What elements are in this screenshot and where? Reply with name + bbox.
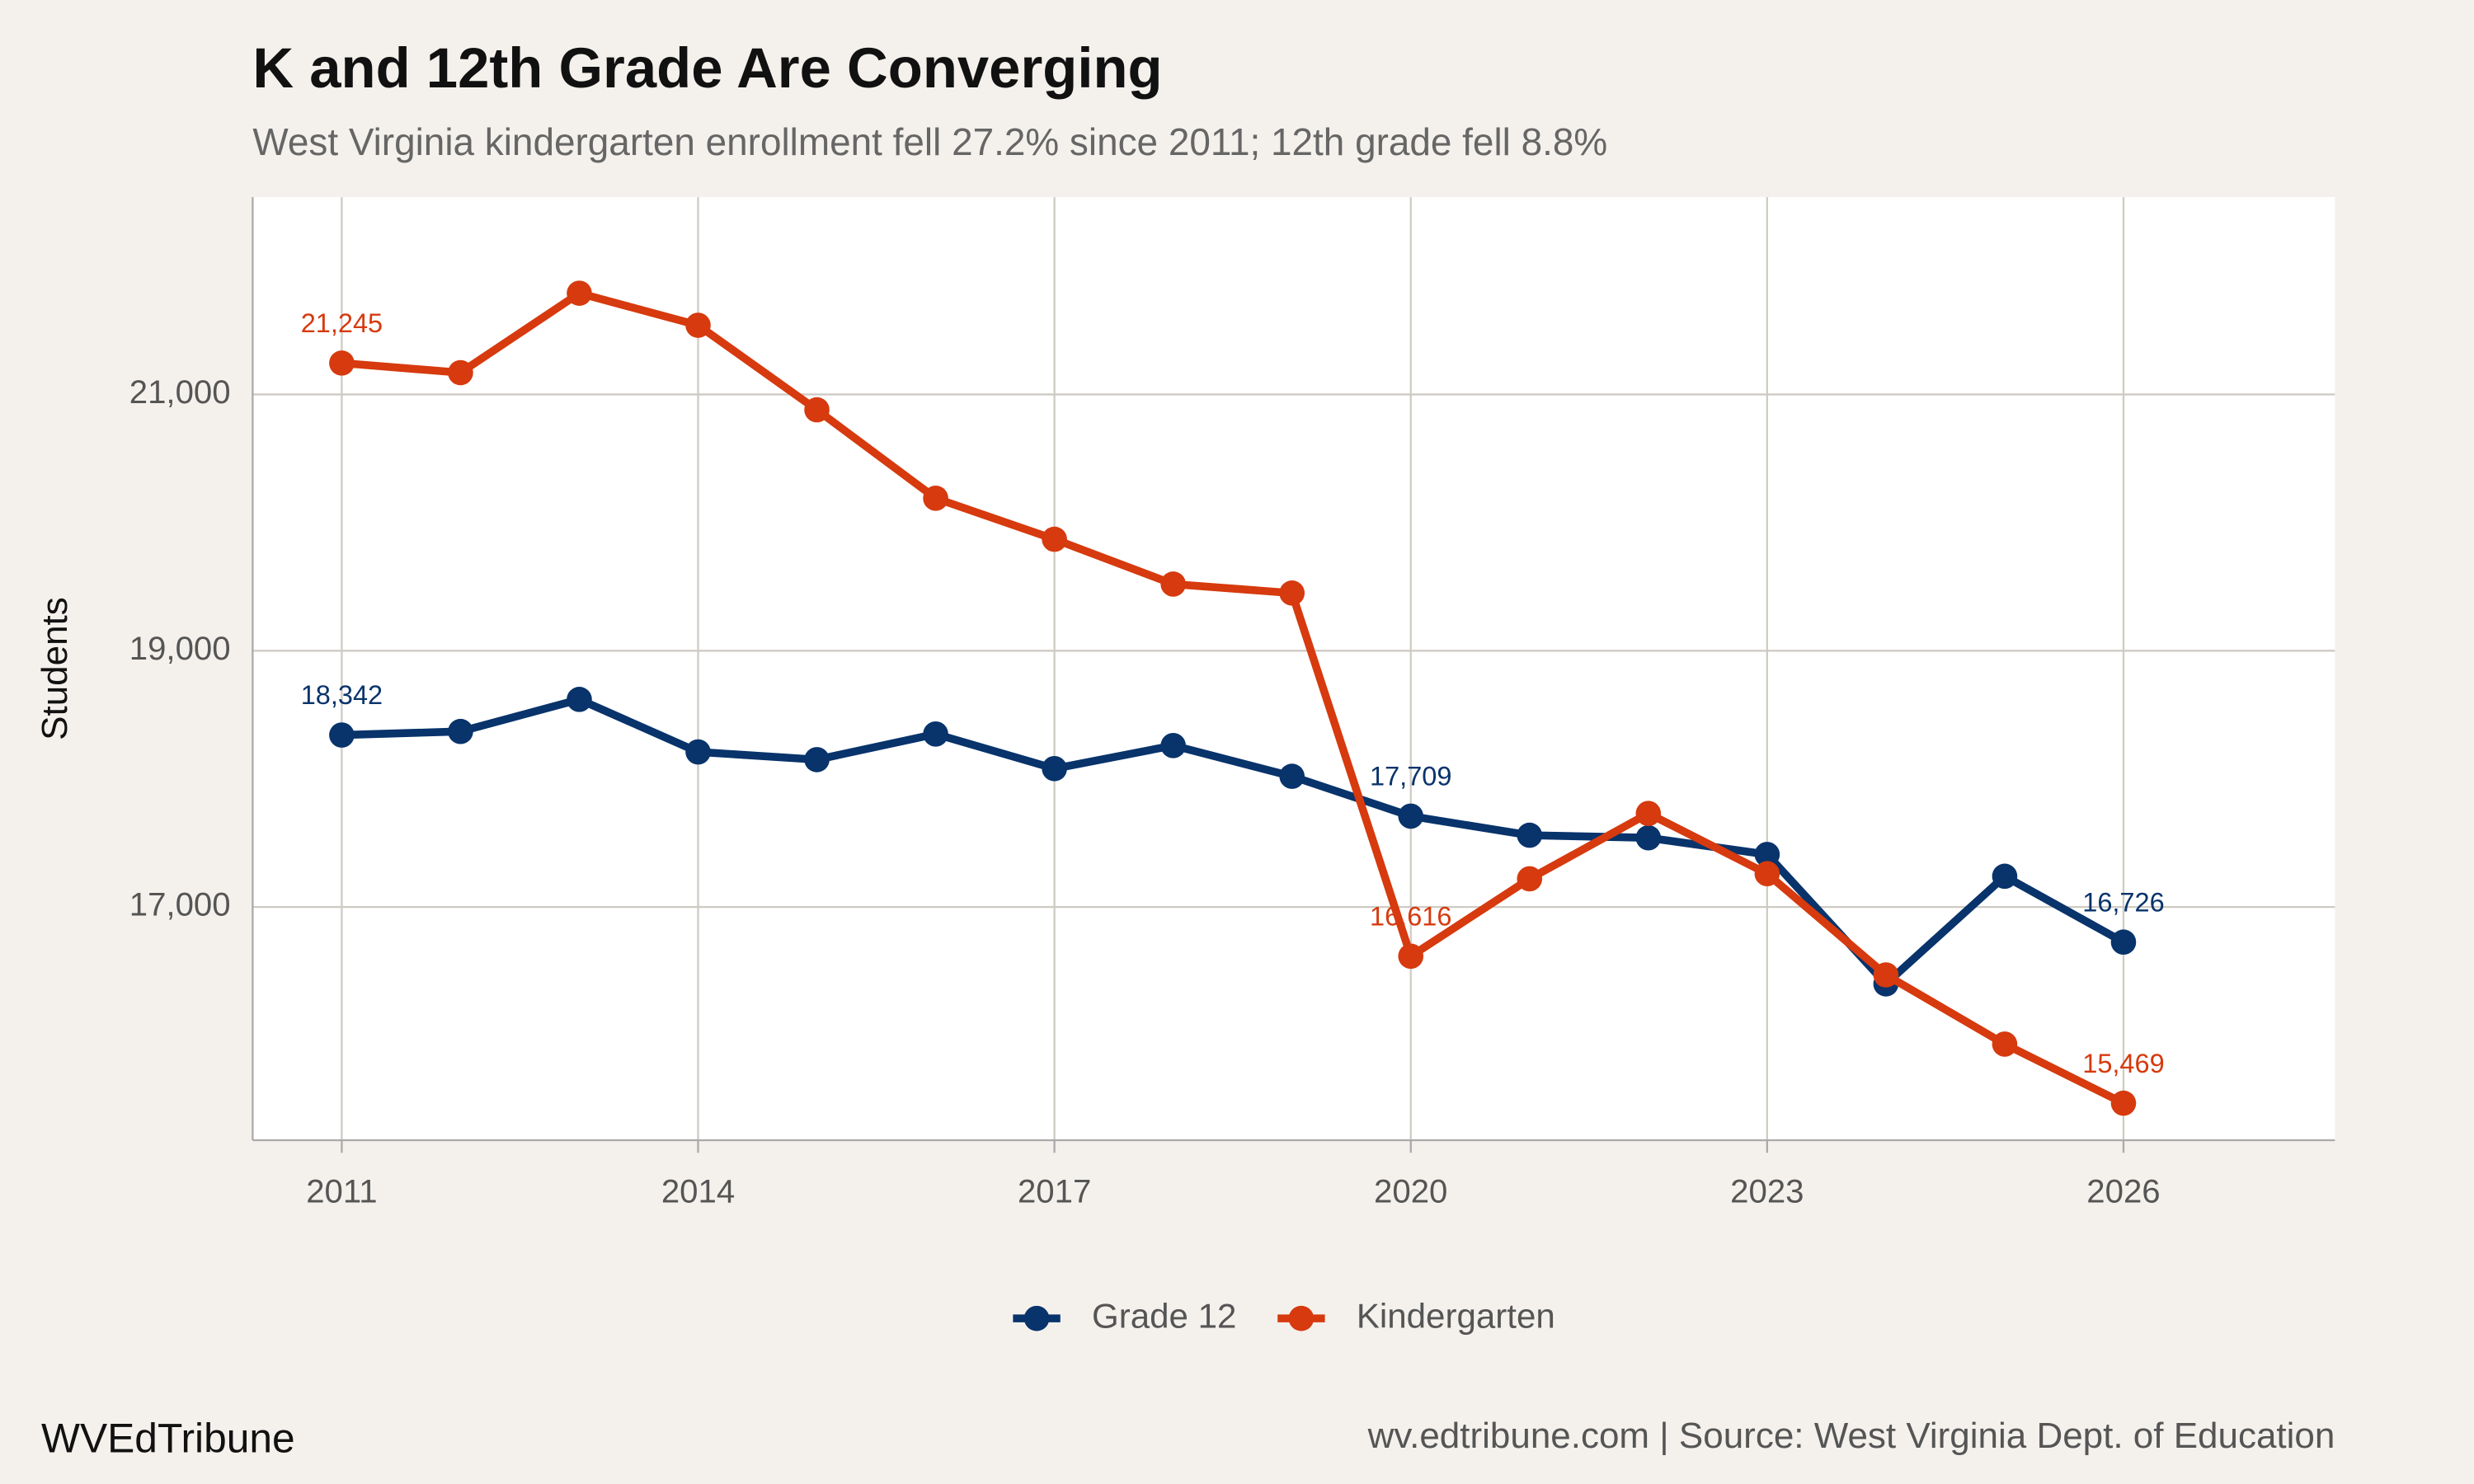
data-label: 16,616 bbox=[1370, 901, 1451, 931]
point bbox=[1873, 962, 1899, 988]
point bbox=[1992, 863, 2018, 890]
y-tick-label: 17,000 bbox=[129, 886, 231, 923]
point bbox=[329, 350, 355, 376]
point bbox=[1279, 763, 1305, 789]
point bbox=[1042, 755, 1067, 782]
point bbox=[685, 312, 711, 338]
point bbox=[1635, 801, 1662, 826]
point bbox=[1398, 803, 1424, 829]
point bbox=[923, 721, 948, 747]
point bbox=[1992, 1031, 2018, 1057]
point bbox=[1754, 842, 1780, 867]
data-label: 16,726 bbox=[2082, 887, 2164, 917]
point bbox=[804, 747, 830, 773]
point bbox=[448, 718, 473, 744]
series-line bbox=[341, 289, 2126, 1107]
x-tick-label: 2020 bbox=[1374, 1173, 1447, 1210]
data-label: 21,245 bbox=[301, 308, 383, 338]
point bbox=[1279, 580, 1305, 606]
plot-panel bbox=[252, 197, 2335, 1140]
grid bbox=[252, 197, 2335, 1140]
point bbox=[1042, 526, 1067, 552]
point bbox=[923, 486, 948, 511]
point bbox=[804, 397, 830, 423]
y-tick-label: 19,000 bbox=[129, 630, 231, 667]
x-tick-label: 2011 bbox=[306, 1173, 377, 1210]
point bbox=[1398, 943, 1424, 970]
point bbox=[2110, 1090, 2137, 1116]
point bbox=[567, 687, 592, 712]
legend-marker bbox=[1023, 1305, 1050, 1331]
marks: 18,342 17,709 16,726 21,245 16,616 15,469 bbox=[301, 280, 2165, 1116]
y-axis-title: Students bbox=[35, 597, 75, 740]
chart-title: K and 12th Grade Are Converging bbox=[252, 36, 1162, 100]
point bbox=[1517, 822, 1543, 848]
point bbox=[1160, 733, 1186, 758]
brand: WVEdTribune bbox=[41, 1415, 295, 1461]
y-tick-label: 21,000 bbox=[129, 373, 231, 411]
point bbox=[1635, 824, 1662, 851]
point bbox=[2110, 929, 2137, 956]
point bbox=[448, 359, 473, 386]
x-tick-label: 2023 bbox=[1730, 1173, 1804, 1210]
x-tick-label: 2014 bbox=[661, 1173, 735, 1210]
data-label: 18,342 bbox=[301, 680, 383, 710]
point bbox=[1754, 861, 1780, 887]
data-label: 17,709 bbox=[1370, 762, 1451, 791]
point bbox=[1160, 571, 1186, 597]
x-tick-label: 2026 bbox=[2086, 1173, 2160, 1210]
point bbox=[329, 722, 355, 748]
chart-subtitle: West Virginia kindergarten enrollment fe… bbox=[252, 120, 1607, 163]
point bbox=[567, 280, 592, 306]
point bbox=[1517, 866, 1543, 892]
legend-label: Kindergarten bbox=[1357, 1296, 1555, 1335]
legend-marker bbox=[1288, 1305, 1315, 1331]
x-tick-label: 2017 bbox=[1018, 1173, 1091, 1210]
data-label: 15,469 bbox=[2082, 1049, 2164, 1078]
source: wv.edtribune.com | Source: West Virginia… bbox=[1367, 1416, 2335, 1456]
legend-label: Grade 12 bbox=[1092, 1296, 1236, 1335]
point bbox=[685, 739, 711, 765]
